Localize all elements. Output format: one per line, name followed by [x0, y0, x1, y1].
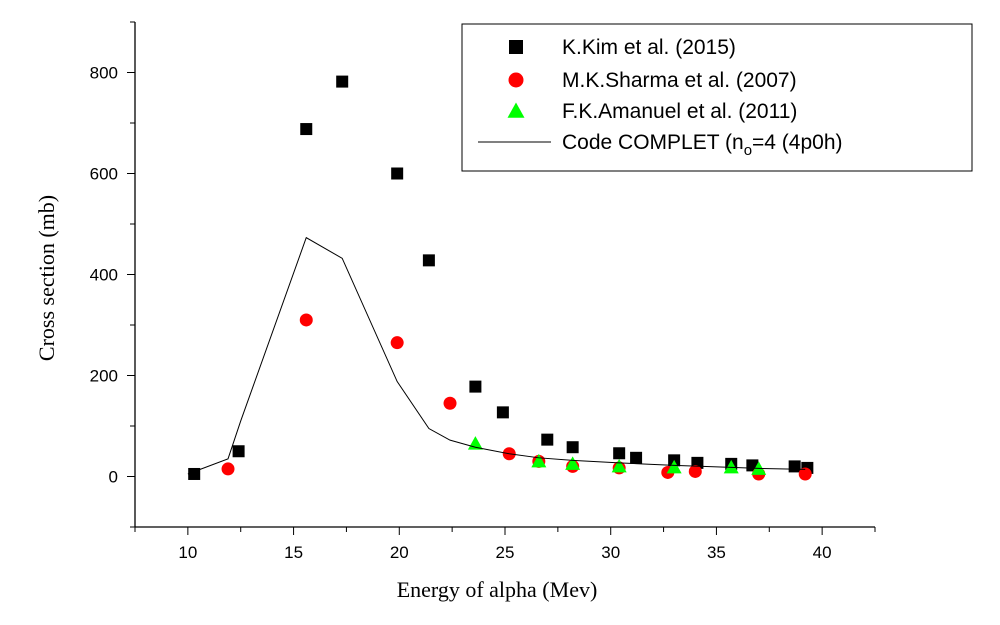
circle-marker [798, 467, 812, 481]
y-axis-title: Cross section (mb) [34, 195, 59, 361]
legend-label: K.Kim et al. (2015) [562, 36, 736, 59]
x-tick-label: 20 [390, 543, 409, 562]
series-2 [221, 313, 812, 481]
triangle-marker [531, 453, 547, 468]
y-tick-label: 800 [90, 64, 118, 83]
circle-marker [443, 396, 457, 410]
x-tick-label: 10 [178, 543, 197, 562]
y-tick-label: 400 [90, 266, 118, 285]
square-marker [336, 75, 349, 88]
circle-marker [221, 462, 235, 476]
y-tick-label: 0 [109, 468, 118, 487]
square-marker [232, 445, 245, 458]
square-marker [788, 460, 801, 473]
legend-label: F.K.Amanuel et al. (2011) [562, 100, 797, 123]
circle-marker [688, 464, 702, 478]
legend-label: M.K.Sharma et al. (2007) [562, 69, 797, 92]
square-marker [541, 433, 554, 446]
circle-marker [508, 72, 524, 88]
square-marker [509, 40, 523, 54]
legend: K.Kim et al. (2015) M.K.Sharma et al. (20… [461, 23, 973, 172]
y-tick-label: 200 [90, 367, 118, 386]
x-tick-label: 40 [813, 543, 832, 562]
triangle-marker [507, 102, 525, 118]
series-layer [187, 75, 814, 481]
x-tick-label: 30 [601, 543, 620, 562]
complet-line [187, 236, 806, 475]
series-4 [187, 236, 806, 475]
x-tick-label: 15 [284, 543, 303, 562]
square-marker [469, 380, 482, 393]
square-marker [630, 451, 643, 464]
square-marker [391, 167, 404, 180]
square-marker [422, 254, 435, 267]
legend-items: K.Kim et al. (2015) M.K.Sharma et al. (20… [478, 36, 843, 159]
square-marker [496, 406, 509, 419]
x-ticks: 10 15 20 25 30 35 40 [134, 527, 876, 562]
legend-label: Code COMPLET (no=4 (4p0h) [562, 131, 843, 159]
x-tick-label: 35 [707, 543, 726, 562]
triangle-marker [723, 459, 739, 474]
square-marker [613, 447, 626, 460]
x-axis-title: Energy of alpha (Mev) [397, 577, 598, 602]
triangle-marker [666, 459, 682, 474]
y-ticks: 0 200 400 600 800 [90, 21, 135, 528]
triangle-marker [611, 458, 627, 473]
square-marker [300, 123, 313, 136]
legend-box [461, 23, 973, 172]
x-tick-label: 25 [496, 543, 515, 562]
square-marker [566, 441, 579, 454]
triangle-marker [565, 456, 581, 470]
circle-marker [299, 313, 313, 327]
circle-marker [390, 336, 404, 350]
y-tick-label: 600 [90, 165, 118, 184]
